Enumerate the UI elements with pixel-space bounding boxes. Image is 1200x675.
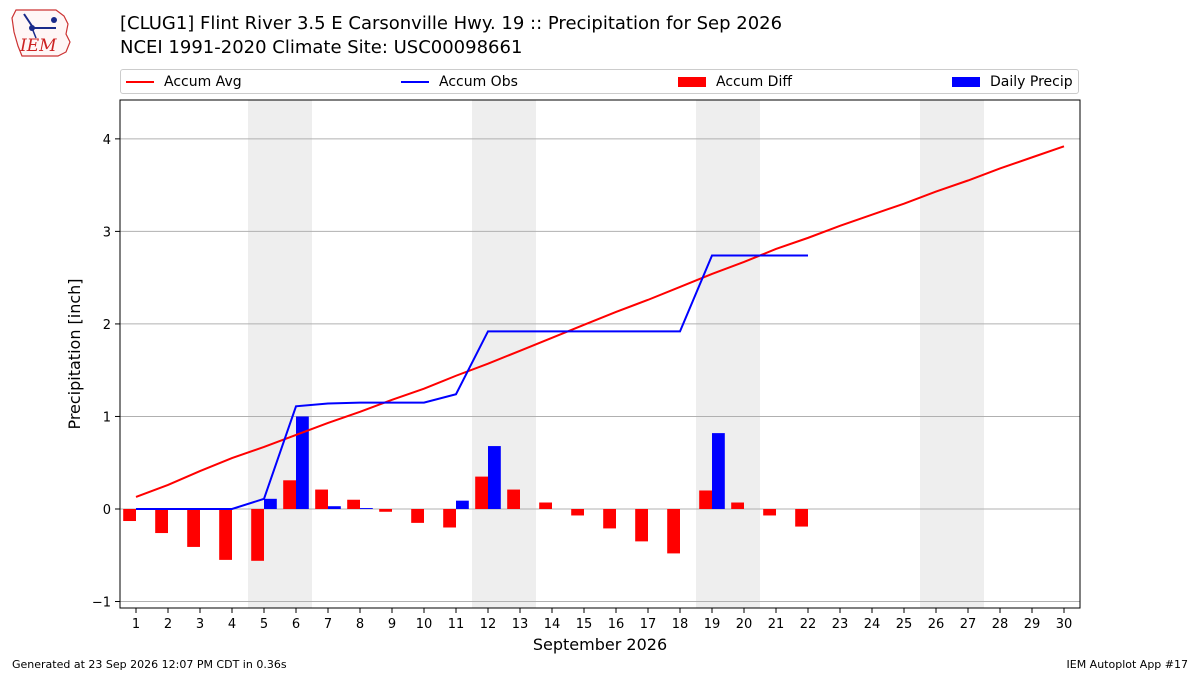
legend-item-daily-precip: Daily Precip [952, 73, 1073, 91]
y-axis-label: Precipitation [inch] [65, 278, 84, 429]
x-tick-label: 6 [292, 617, 300, 632]
x-tick-label: 2 [164, 617, 172, 632]
x-tick-label: 15 [576, 617, 593, 632]
accum-diff-bar [699, 490, 712, 509]
weekend-shade [696, 100, 760, 608]
x-tick-label: 27 [960, 617, 977, 632]
x-tick-label: 18 [672, 617, 689, 632]
daily-precip-bar [360, 508, 373, 509]
x-tick-label: 20 [736, 617, 753, 632]
accum-avg-line [135, 145, 1065, 498]
x-tick-label: 24 [864, 617, 881, 632]
x-tick-label: 5 [260, 617, 268, 632]
x-tick-label: 22 [800, 617, 817, 632]
weekend-shade [920, 100, 984, 608]
accum-diff-bar [187, 508, 200, 547]
logo-text: IEM [19, 36, 57, 56]
x-tick-label: 28 [992, 617, 1009, 632]
app-label: IEM Autoplot App #17 [1066, 658, 1189, 671]
iem-logo: IEM [11, 9, 71, 57]
accum-diff-bar [443, 508, 456, 528]
x-tick-label: 19 [704, 617, 721, 632]
accum-diff-bar [763, 508, 776, 516]
y-tick-label: −1 [92, 596, 111, 611]
x-tick-label: 3 [196, 617, 204, 632]
x-tick-label: 26 [928, 617, 945, 632]
daily-precip-bar [712, 433, 725, 509]
title-line-2: NCEI 1991-2020 Climate Site: USC00098661 [120, 37, 523, 58]
accum-diff-bar [347, 499, 360, 509]
x-tick-label: 7 [324, 617, 332, 632]
legend-item-accum-obs: Accum Obs [401, 73, 518, 91]
legend-label-accum-avg: Accum Avg [164, 74, 242, 90]
legend-label-accum-obs: Accum Obs [439, 74, 518, 90]
accum-diff-bar [251, 508, 264, 561]
x-tick-label: 29 [1024, 617, 1041, 632]
x-tick-label: 4 [228, 617, 236, 632]
daily-precip-bar [488, 446, 501, 509]
x-tick-label: 8 [356, 617, 364, 632]
accum-diff-bar [155, 508, 168, 534]
y-tick-label: 0 [103, 503, 111, 518]
accum-diff-bar [539, 502, 552, 509]
y-tick-label: 3 [103, 225, 111, 240]
x-tick-label: 10 [416, 617, 433, 632]
x-tick-label: 1 [132, 617, 140, 632]
title-line-1: [CLUG1] Flint River 3.5 E Carsonville Hw… [120, 13, 783, 34]
daily-precip-bar [328, 506, 341, 509]
accum-diff-bar [571, 508, 584, 516]
daily-precip-bar [296, 416, 309, 509]
x-tick-label: 30 [1056, 617, 1073, 632]
legend-swatch-accum-avg [126, 81, 154, 83]
y-tick-label: 2 [103, 318, 111, 333]
legend-label-accum-diff: Accum Diff [716, 74, 793, 90]
accum-diff-bar [603, 508, 616, 529]
weekend-shade [472, 100, 536, 608]
legend-swatch-accum-obs [401, 81, 429, 83]
x-tick-label: 13 [512, 617, 529, 632]
legend-swatch-daily-precip [952, 77, 980, 87]
y-tick-label: 1 [103, 410, 111, 425]
x-axis-label: September 2026 [533, 635, 667, 654]
x-tick-label: 16 [608, 617, 625, 632]
x-tick-label: 25 [896, 617, 913, 632]
legend: Accum Avg Accum Obs Accum Diff Daily Pre… [120, 69, 1079, 94]
accum-diff-bar [123, 508, 136, 522]
accum-diff-bar [379, 508, 392, 512]
x-tick-label: 12 [480, 617, 497, 632]
accum-diff-bar [315, 489, 328, 509]
daily-precip-bar [264, 498, 277, 509]
daily-precip-bar [456, 500, 469, 509]
accum-diff-bar [507, 489, 520, 509]
accum-diff-bar [283, 480, 296, 509]
x-tick-label: 21 [768, 617, 785, 632]
y-tick-label: 4 [103, 133, 111, 148]
accum-diff-bar [219, 508, 232, 560]
accum-diff-bar [667, 508, 680, 554]
x-tick-label: 11 [448, 617, 465, 632]
accum-obs-line [136, 254, 808, 510]
x-tick-label: 23 [832, 617, 849, 632]
generated-timestamp: Generated at 23 Sep 2026 12:07 PM CDT in… [12, 658, 287, 671]
x-tick-label: 9 [388, 617, 396, 632]
x-tick-label: 17 [640, 617, 657, 632]
legend-swatch-accum-diff [678, 77, 706, 87]
legend-item-accum-diff: Accum Diff [678, 73, 792, 91]
accum-diff-bar [731, 502, 744, 509]
accum-diff-bar [411, 508, 424, 523]
plot-frame [119, 99, 1081, 609]
accum-diff-bar [475, 476, 488, 509]
x-tick-label: 14 [544, 617, 561, 632]
accum-diff-bar [795, 508, 808, 527]
chart-title: [CLUG1] Flint River 3.5 E Carsonville Hw… [120, 12, 782, 60]
legend-item-accum-avg: Accum Avg [126, 73, 242, 91]
legend-label-daily-precip: Daily Precip [990, 74, 1073, 90]
accum-diff-bar [635, 508, 648, 542]
